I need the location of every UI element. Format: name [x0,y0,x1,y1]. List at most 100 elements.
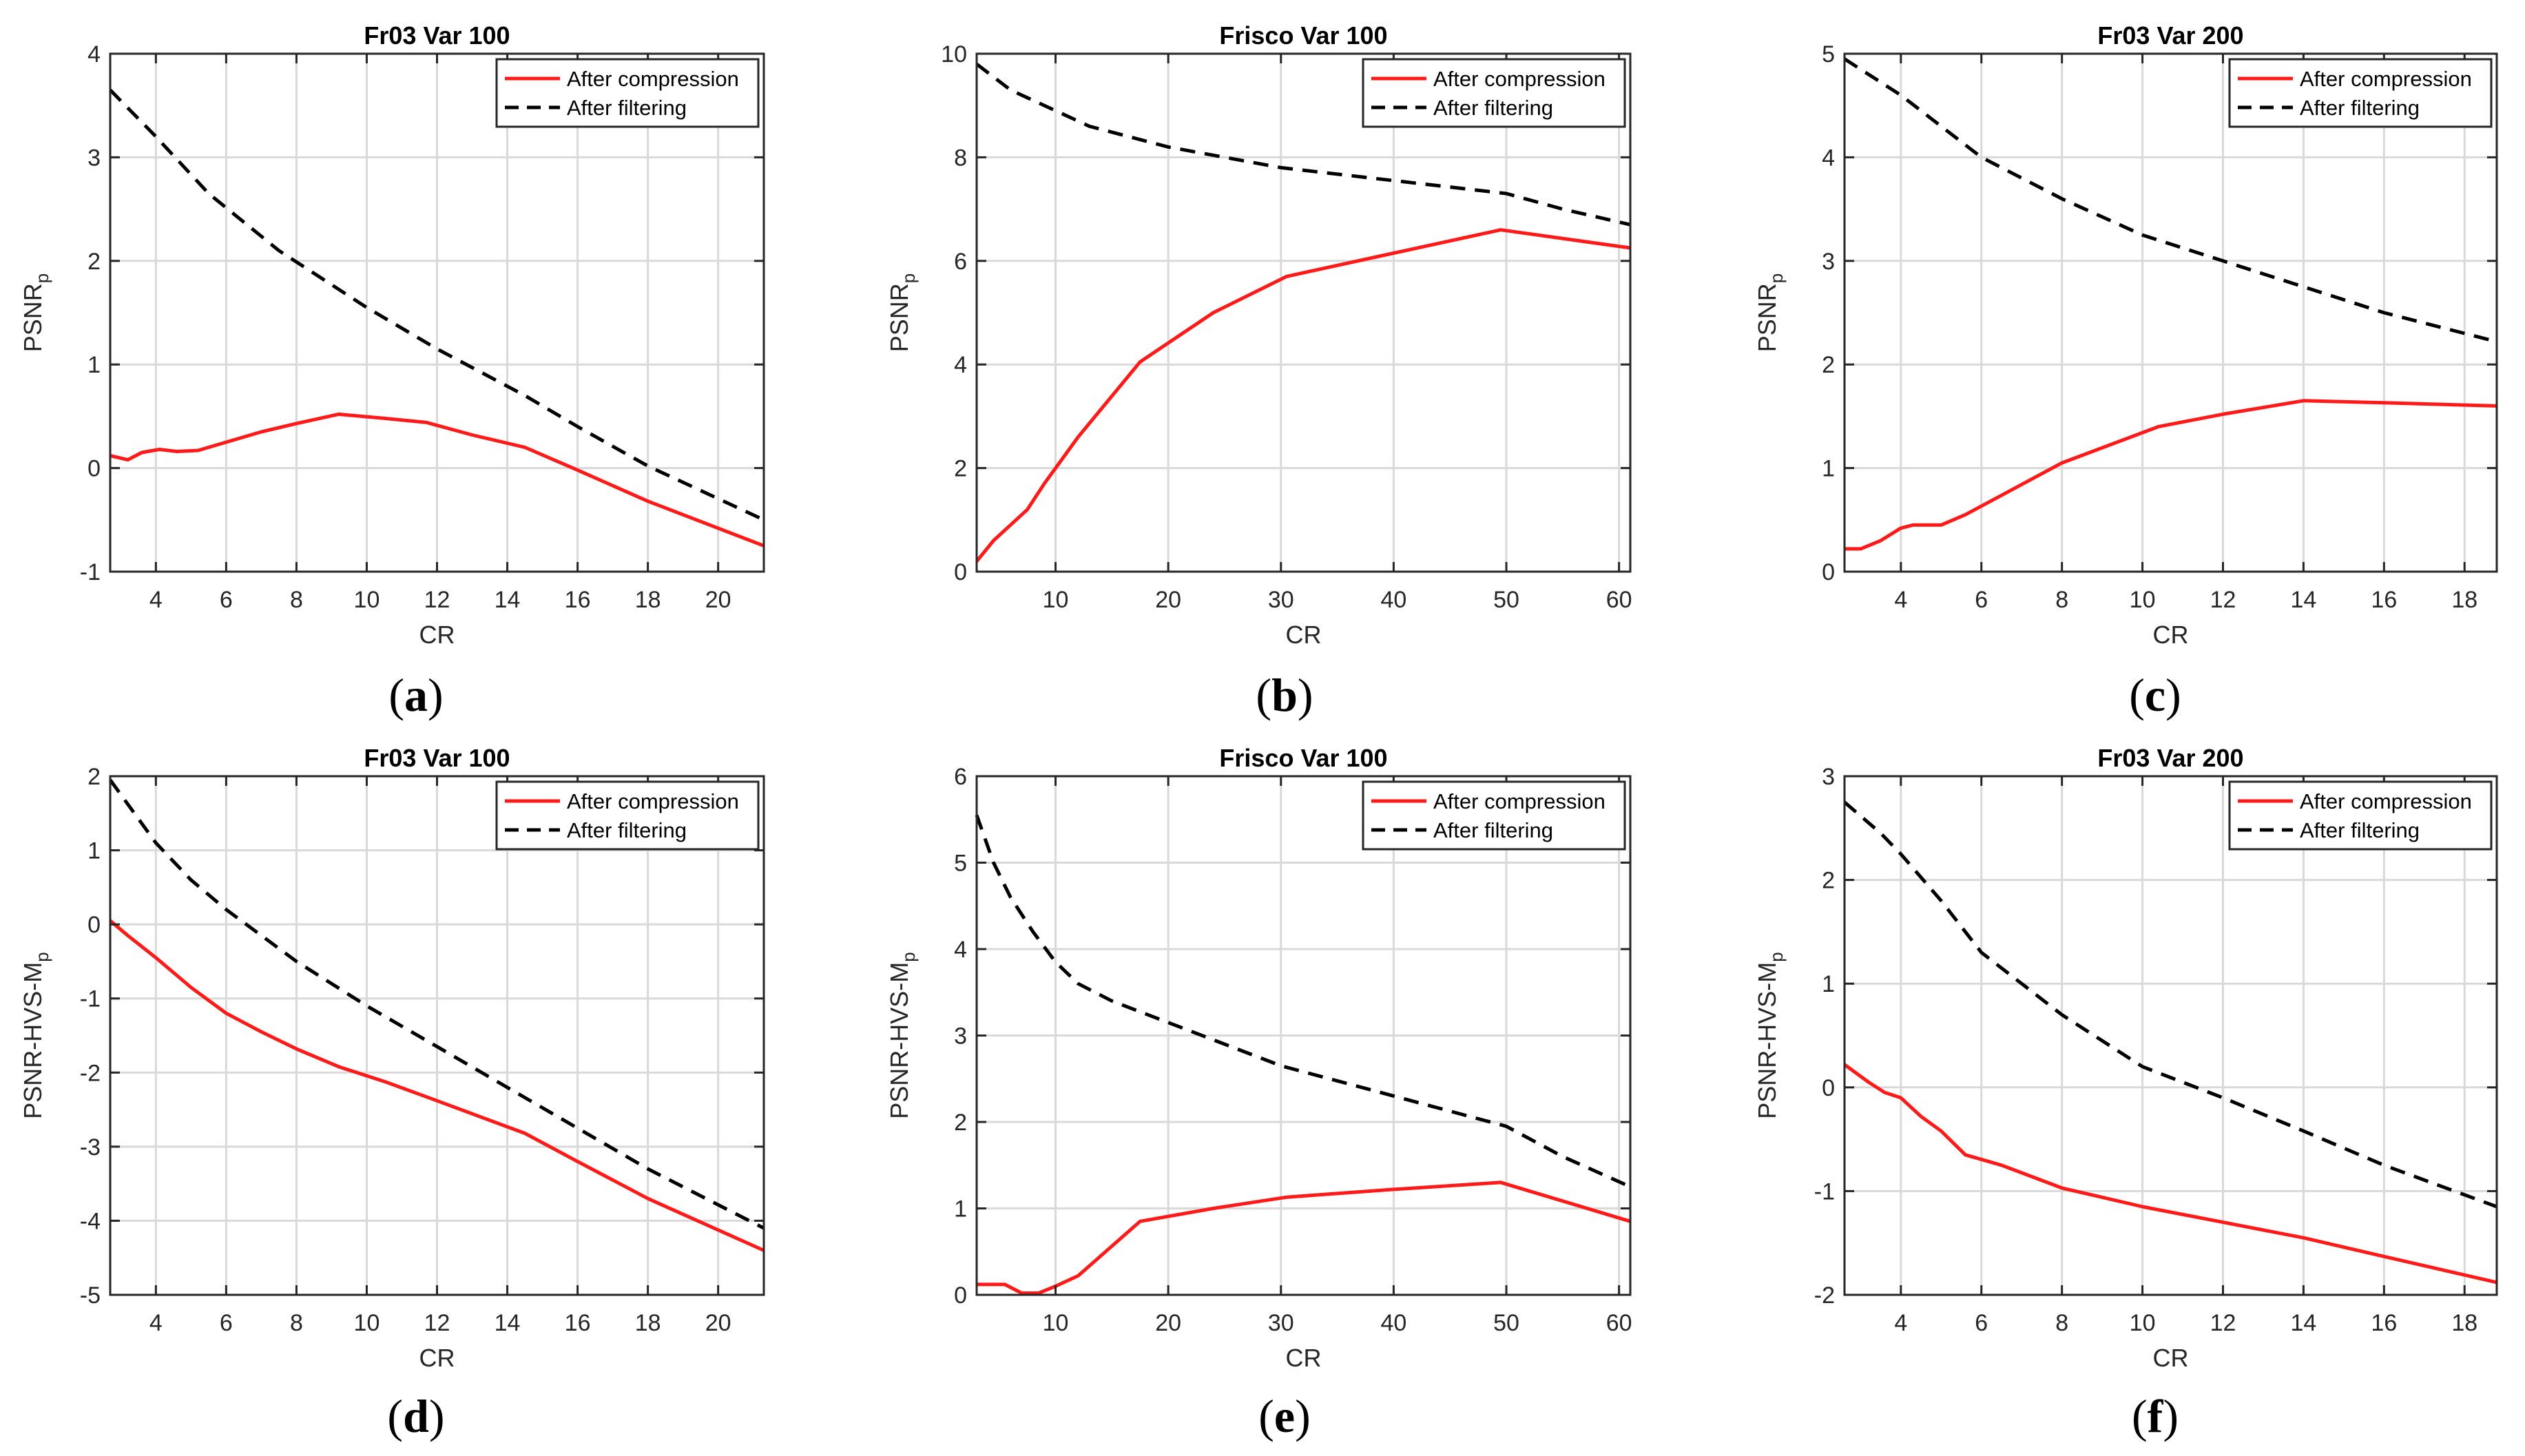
series-line-after-compression [109,919,765,1252]
legend-box [2228,780,2493,851]
series-line-after-compression [1845,399,2497,551]
panel-caption-c: (c) [2129,669,2181,721]
x-tick-label: 40 [1380,587,1406,613]
axes-box [1843,52,2498,573]
legend-label-compression: After compression [1433,789,1606,813]
x-axis-label: CR [2153,621,2189,649]
x-axis-label: CR [1286,1344,1322,1372]
series-line-after-filtering [975,63,1631,227]
x-tick-label: 8 [2055,587,2068,613]
x-tick-label: 14 [495,587,521,613]
y-tick-label: 2 [954,1110,967,1136]
x-tick-label: 18 [635,587,661,613]
plot-area [1845,54,2497,572]
x-tick-label: 12 [2210,1310,2236,1336]
y-tick-label: 1 [1822,971,1835,997]
y-tick-label: 0 [954,1282,967,1309]
y-tick-label: 4 [1822,145,1835,171]
x-tick-label: 4 [1894,587,1907,613]
panel-label: f [2147,1390,2163,1442]
y-tick-label: 2 [1822,352,1835,378]
panel-label: b [1271,669,1298,721]
x-tick-label: 12 [2210,587,2236,613]
x-axis-label: CR [2153,1344,2189,1372]
legend-box [1362,58,1626,128]
panel-label: d [403,1390,429,1442]
x-tick-label: 10 [2130,1310,2156,1336]
y-tick-label: -2 [80,1060,101,1086]
x-axis-label: CR [1286,621,1322,649]
legend-label-filtering: After filtering [1433,96,1553,120]
y-tick-label: -1 [80,986,101,1012]
x-tick-label: 16 [2371,587,2397,613]
x-axis-label: CR [419,621,455,649]
x-tick-label: 10 [1043,1310,1069,1336]
panel-caption-a: (a) [388,669,444,721]
x-tick-label: 10 [2130,587,2156,613]
chart-panel-e: 10 20 30 40 50 60 0 1 2 3 4 5 6 Frisco Var 100 CR PSNR-… [885,744,1632,1372]
x-tick-label: 16 [565,1310,591,1336]
y-axis-label-subscript: p [898,273,919,283]
chart-title: Frisco Var 100 [1219,21,1387,50]
x-tick-label: 50 [1493,587,1519,613]
axes-box [975,52,1632,573]
y-axis-label-main: PSNR-HVS-M [19,962,47,1119]
x-tick-label: 18 [2451,587,2477,613]
y-axis-label: PSNRp [885,273,919,353]
x-tick-label: 16 [2371,1310,2397,1336]
y-tick-label: 0 [87,456,101,482]
y-axis-label-subscript: p [898,952,919,961]
y-axis-label-subscript: p [1766,273,1787,283]
y-tick-label: 3 [954,1023,967,1050]
y-tick-label: 2 [954,456,967,482]
x-tick-label: 10 [354,1310,380,1336]
x-tick-label: 4 [1894,1310,1907,1336]
legend-box [495,58,760,128]
legend-label-filtering: After filtering [567,818,687,842]
x-tick-label: 18 [2451,1310,2477,1336]
legend-label-filtering: After filtering [567,96,687,120]
y-axis-label-main: PSNR [885,283,913,352]
x-axis-label: CR [419,1344,455,1372]
x-tick-label: 6 [220,587,233,613]
y-tick-label: 5 [954,851,967,877]
legend: After compression After filtering [495,780,760,851]
legend-label-filtering: After filtering [1433,818,1553,842]
y-tick-label: 1 [1822,456,1835,482]
x-tick-label: 14 [2290,1310,2316,1336]
x-tick-label: 60 [1606,1310,1632,1336]
x-tick-label: 18 [635,1310,661,1336]
x-tick-label: 30 [1268,1310,1294,1336]
x-tick-label: 4 [149,1310,163,1336]
chart-title: Fr03 Var 100 [364,21,510,50]
y-tick-label: 4 [87,41,101,67]
x-tick-label: 14 [495,1310,521,1336]
x-tick-label: 50 [1493,1310,1519,1336]
x-tick-label: 8 [290,587,303,613]
x-tick-label: 60 [1606,587,1632,613]
y-tick-label: 1 [87,838,101,864]
y-tick-label: 2 [1822,868,1835,894]
y-axis-label: PSNR-HVS-Mp [19,952,52,1119]
chart-title: Frisco Var 100 [1219,744,1387,772]
series-line-after-compression [110,412,765,548]
legend-label-compression: After compression [567,789,739,813]
panel-caption-d: (d) [387,1390,445,1442]
y-axis-label-main: PSNR [19,283,47,352]
x-tick-label: 4 [149,587,163,613]
y-tick-label: 10 [941,41,967,67]
axes-box [1843,775,2498,1296]
y-tick-label: 0 [1822,559,1835,585]
legend-label-compression: After compression [2300,67,2472,91]
chart-panel-b: 10 20 30 40 50 60 0 2 4 6 8 10 Frisco Var 100 CR PSNRp… [885,21,1632,649]
plot-area [977,54,1630,572]
legend-label-filtering: After filtering [2300,818,2420,842]
y-axis-label: PSNR-HVS-Mp [885,952,919,1119]
y-tick-label: 0 [1822,1075,1835,1101]
y-tick-label: 2 [87,764,101,790]
legend-label-compression: After compression [2300,789,2472,813]
y-tick-label: 1 [87,352,101,378]
